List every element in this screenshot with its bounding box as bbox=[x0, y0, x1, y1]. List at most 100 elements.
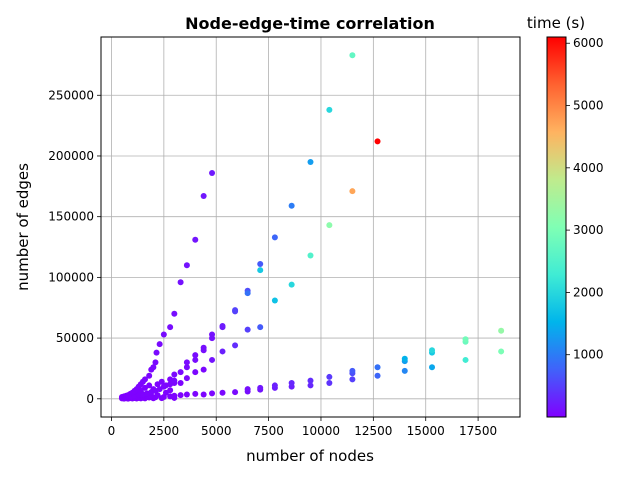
data-point bbox=[349, 188, 356, 195]
data-point bbox=[171, 310, 178, 317]
y-axis-ticks: 0 50000 100000 150000 200000 250000 bbox=[48, 88, 101, 406]
colorbar-tick-label: 1000 bbox=[573, 348, 604, 362]
data-point bbox=[219, 322, 226, 329]
data-point bbox=[257, 384, 264, 391]
data-point bbox=[374, 138, 381, 145]
y-tick-label: 150000 bbox=[48, 210, 94, 224]
data-point bbox=[150, 364, 157, 371]
data-point bbox=[167, 387, 174, 394]
plot-frame bbox=[100, 36, 521, 418]
data-point bbox=[257, 267, 264, 274]
data-point bbox=[232, 342, 239, 349]
data-points bbox=[118, 52, 505, 402]
data-point bbox=[219, 348, 226, 355]
x-tick-label: 15000 bbox=[407, 424, 445, 438]
data-point bbox=[257, 261, 264, 268]
data-point bbox=[209, 331, 216, 338]
data-point bbox=[232, 307, 239, 314]
data-point bbox=[349, 367, 356, 374]
data-point bbox=[271, 297, 278, 304]
data-point bbox=[156, 341, 163, 348]
data-point bbox=[167, 381, 174, 388]
data-point bbox=[183, 391, 190, 398]
data-point bbox=[326, 373, 333, 380]
data-point bbox=[158, 378, 165, 385]
x-axis-ticks: 0 2500 5000 7500 10000 12500 15000 17500 bbox=[108, 417, 497, 438]
data-point bbox=[401, 355, 408, 362]
data-point bbox=[498, 327, 505, 334]
data-point bbox=[209, 390, 216, 397]
data-point bbox=[160, 331, 167, 338]
data-point bbox=[192, 352, 199, 359]
data-point bbox=[183, 364, 190, 371]
data-point bbox=[171, 371, 178, 378]
plot-area bbox=[101, 37, 520, 417]
y-tick-label: 250000 bbox=[48, 88, 94, 102]
data-point bbox=[192, 369, 199, 376]
data-point bbox=[146, 382, 153, 389]
x-tick-label: 0 bbox=[108, 424, 116, 438]
data-point bbox=[183, 262, 190, 269]
data-point bbox=[349, 376, 356, 383]
data-point bbox=[429, 364, 436, 371]
data-point bbox=[160, 383, 167, 390]
data-point bbox=[219, 389, 226, 396]
data-point bbox=[307, 252, 314, 259]
colorbar-tick-label: 2000 bbox=[573, 285, 604, 299]
data-point bbox=[429, 347, 436, 354]
data-point bbox=[244, 326, 251, 333]
data-point bbox=[307, 159, 314, 166]
data-point bbox=[374, 372, 381, 379]
data-point bbox=[200, 391, 207, 398]
data-point bbox=[307, 382, 314, 389]
data-point bbox=[401, 367, 408, 374]
data-point bbox=[271, 382, 278, 389]
y-tick-label: 200000 bbox=[48, 149, 94, 163]
data-point bbox=[244, 290, 251, 297]
data-point bbox=[177, 279, 184, 286]
chart-title: Node-edge-time correlation bbox=[185, 14, 435, 33]
data-point bbox=[200, 366, 207, 373]
colorbar-tick-label: 4000 bbox=[573, 161, 604, 175]
data-point bbox=[177, 392, 184, 399]
data-point bbox=[271, 234, 278, 241]
data-point bbox=[183, 375, 190, 382]
data-point bbox=[307, 377, 314, 384]
data-point bbox=[171, 392, 178, 399]
colorbar-tick-label: 6000 bbox=[573, 36, 604, 50]
data-point bbox=[171, 377, 178, 384]
data-point bbox=[152, 359, 159, 366]
data-point bbox=[167, 324, 174, 331]
colorbar-tick-label: 5000 bbox=[573, 99, 604, 113]
data-point bbox=[146, 372, 153, 379]
data-point bbox=[326, 380, 333, 387]
data-point bbox=[326, 222, 333, 229]
data-point bbox=[374, 364, 381, 371]
data-point bbox=[349, 52, 356, 59]
data-point bbox=[200, 193, 207, 200]
data-point bbox=[153, 349, 160, 356]
data-point bbox=[209, 356, 216, 363]
data-point bbox=[462, 356, 469, 363]
y-tick-label: 0 bbox=[86, 392, 94, 406]
y-tick-label: 50000 bbox=[56, 331, 94, 345]
colorbar-tick-label: 3000 bbox=[573, 223, 604, 237]
data-point bbox=[209, 169, 216, 176]
data-point bbox=[498, 348, 505, 355]
data-point bbox=[257, 324, 264, 331]
data-point bbox=[177, 380, 184, 387]
data-point bbox=[192, 356, 199, 363]
x-tick-label: 2500 bbox=[149, 424, 180, 438]
data-point bbox=[192, 236, 199, 243]
data-point bbox=[288, 281, 295, 288]
data-point bbox=[244, 386, 251, 393]
x-tick-label: 10000 bbox=[302, 424, 340, 438]
data-point bbox=[141, 376, 148, 383]
y-axis-label: number of edges bbox=[14, 163, 32, 291]
x-tick-label: 17500 bbox=[459, 424, 497, 438]
colorbar-label: time (s) bbox=[527, 14, 585, 32]
data-point bbox=[183, 359, 190, 366]
data-point bbox=[288, 202, 295, 209]
data-point bbox=[232, 389, 239, 396]
